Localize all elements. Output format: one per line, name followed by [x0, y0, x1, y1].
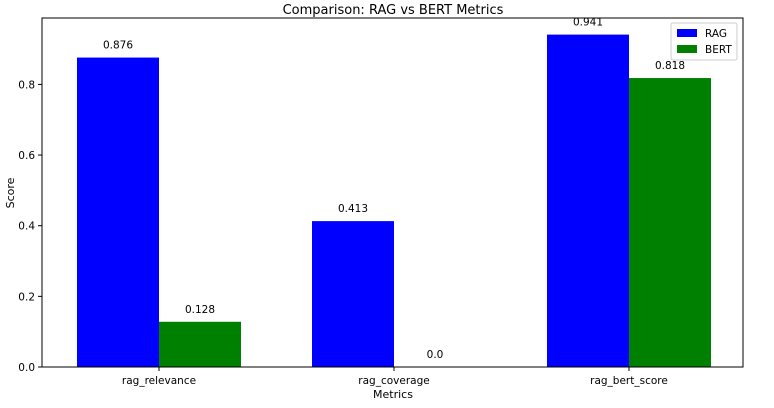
legend-swatch-bert [677, 45, 697, 53]
plot-frame [41, 17, 744, 368]
bar-rag-rag_coverage [312, 221, 394, 367]
x-axis: rag_relevance rag_coverage rag_bert_score [122, 367, 668, 387]
x-tick-label: rag_bert_score [590, 375, 668, 387]
legend-label-bert: BERT [705, 44, 732, 56]
y-tick-label: 0.0 [18, 362, 35, 374]
data-label-bert-rag_coverage: 0.0 [427, 349, 444, 361]
data-label-bert-rag_relevance: 0.128 [185, 304, 215, 316]
bars-group [77, 34, 711, 368]
chart-title: Comparison: RAG vs BERT Metrics [283, 3, 504, 18]
data-label-rag-rag_coverage: 0.413 [338, 203, 368, 215]
legend-label-rag: RAG [705, 28, 727, 40]
x-tick-label: rag_coverage [358, 375, 429, 387]
y-axis: 0.0 0.2 0.4 0.6 0.8 [18, 79, 42, 374]
x-axis-label: Metrics [373, 388, 413, 401]
data-label-bert-rag_bert_score: 0.818 [655, 60, 685, 72]
data-labels-group: 0.876 0.413 0.941 0.128 0.0 0.818 [103, 17, 685, 361]
bar-bert-rag_bert_score [629, 78, 711, 368]
bar-rag-rag_bert_score [547, 34, 629, 367]
y-tick-label: 0.4 [18, 221, 35, 233]
legend-swatch-rag [677, 29, 697, 37]
y-tick-label: 0.2 [18, 291, 35, 303]
y-axis-label: Score [4, 177, 17, 208]
bar-bert-rag_relevance [159, 321, 241, 367]
data-label-rag-rag_bert_score: 0.941 [573, 17, 603, 29]
legend: RAG BERT [670, 22, 738, 61]
data-label-rag-rag_relevance: 0.876 [103, 40, 133, 52]
y-tick-label: 0.6 [18, 150, 35, 162]
y-tick-label: 0.8 [18, 79, 35, 91]
x-tick-label: rag_relevance [122, 375, 196, 387]
bar-rag-rag_relevance [77, 57, 159, 368]
